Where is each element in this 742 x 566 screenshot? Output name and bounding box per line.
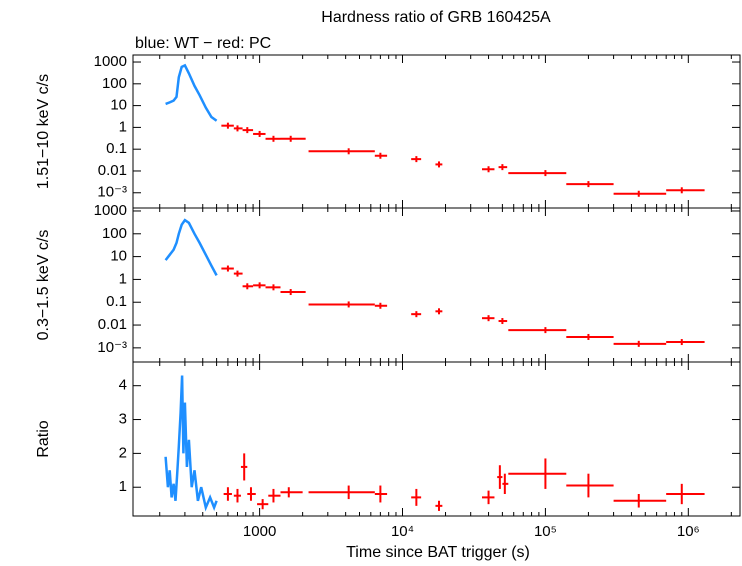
chart-title: Hardness ratio of GRB 160425A	[321, 9, 551, 26]
y-tick-label: 0.1	[106, 293, 127, 310]
x-tick-label: 10⁴	[391, 523, 414, 540]
y-tick-label: 100	[102, 225, 127, 242]
panel-frame	[132, 54, 741, 209]
y-tick-label: 4	[119, 377, 127, 394]
y-tick-label: 1000	[94, 202, 127, 219]
panel-frame	[132, 207, 741, 363]
y-tick-label: 10	[110, 248, 127, 265]
panel-frame	[132, 361, 741, 517]
y-tick-label: 1	[119, 270, 127, 287]
y-axis-label: 0.3−1.5 keV c/s	[35, 230, 52, 341]
x-tick-label: 1000	[243, 523, 276, 540]
y-tick-label: 1000	[94, 53, 127, 70]
y-tick-label: 100	[102, 75, 127, 92]
y-axis-label: 1.51−10 keV c/s	[35, 74, 52, 189]
x-tick-label: 10⁶	[677, 523, 700, 540]
y-tick-label: 3	[119, 411, 127, 428]
legend-text: blue: WT − red: PC	[135, 35, 271, 52]
x-tick-label: 10⁵	[534, 523, 557, 540]
wt-curve	[165, 63, 218, 122]
y-tick-label: 0.01	[98, 316, 127, 333]
y-tick-label: 0.01	[98, 162, 127, 179]
y-tick-label: 10⁻³	[97, 339, 127, 356]
wt-curve	[164, 218, 218, 276]
x-axis-label: Time since BAT trigger (s)	[346, 544, 530, 561]
y-tick-label: 0.1	[106, 140, 127, 157]
y-tick-label: 10⁻³	[97, 184, 127, 201]
y-tick-label: 2	[119, 444, 127, 461]
wt-curve	[164, 375, 218, 512]
y-axis-label: Ratio	[35, 420, 52, 457]
y-tick-label: 10	[110, 97, 127, 114]
y-tick-label: 1	[119, 478, 127, 495]
y-tick-label: 1	[119, 118, 127, 135]
